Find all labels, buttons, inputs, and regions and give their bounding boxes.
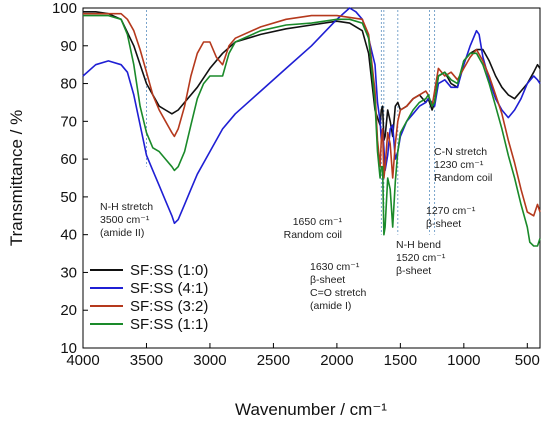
series-layer	[82, 7, 541, 247]
x-tick-label: 3500	[130, 352, 163, 369]
y-tick-label: 60	[60, 151, 77, 168]
y-tick-label: 50	[60, 189, 77, 206]
x-tick-label: 4000	[66, 352, 99, 369]
annotation-line: β-sheet	[310, 274, 345, 286]
y-tick-label: 70	[60, 113, 77, 130]
annotation-line: Random coil	[434, 172, 492, 184]
series-line-1	[83, 11, 541, 141]
y-tick-label: 30	[60, 264, 77, 281]
y-tick-label: 100	[52, 0, 77, 17]
y-tick-label: 20	[60, 302, 77, 319]
annotation-line: 3500 cm⁻¹	[100, 214, 150, 226]
x-tick-label: 500	[515, 352, 540, 369]
x-tick-label: 3000	[193, 352, 226, 369]
band-annotation: N-H bend 1520 cm⁻¹ β-sheet	[396, 239, 446, 277]
band-annotation: C-N stretch 1230 cm⁻¹ Random coil	[434, 146, 492, 184]
y-axis-title: Transmittance / %	[7, 110, 26, 246]
annotation-line: (amide II)	[100, 227, 144, 239]
x-tick-label: 1000	[447, 352, 480, 369]
annotation-line: C-N stretch	[434, 146, 487, 158]
annotation-line: 1270 cm⁻¹	[426, 205, 476, 217]
legend: SF:SS (1:0)SF:SS (4:1)SF:SS (3:2)SF:SS (…	[90, 262, 208, 333]
band-annotation: N-H stretch 3500 cm⁻¹ (amide II)	[100, 201, 153, 239]
x-axis-title: Wavenumber / cm⁻¹	[235, 400, 387, 419]
annotation-line: (amide I)	[310, 300, 351, 312]
band-annotation: 1650 cm⁻¹ Random coil	[284, 216, 343, 241]
annotations: N-H stretch 3500 cm⁻¹ (amide II)1650 cm⁻¹ R…	[100, 146, 492, 312]
legend-label: SF:SS (3:2)	[130, 298, 208, 315]
x-tick-label: 1500	[384, 352, 417, 369]
y-tick-label: 90	[60, 38, 77, 55]
annotation-line: 1520 cm⁻¹	[396, 252, 446, 264]
series-line-3	[83, 12, 541, 217]
series-line-4	[83, 14, 541, 247]
annotation-line: 1630 cm⁻¹	[310, 261, 360, 273]
annotation-line: N-H stretch	[100, 201, 153, 213]
annotation-line: Random coil	[284, 229, 342, 241]
series-line-2	[82, 7, 541, 225]
band-annotation: 1270 cm⁻¹ β-sheet	[426, 205, 476, 230]
x-tick-label: 2000	[320, 352, 353, 369]
y-tick-label: 40	[60, 227, 77, 244]
annotation-line: β-sheet	[396, 265, 431, 277]
annotation-line: N-H bend	[396, 239, 441, 251]
legend-label: SF:SS (1:1)	[130, 316, 208, 333]
legend-label: SF:SS (4:1)	[130, 280, 208, 297]
y-tick-label: 80	[60, 76, 77, 93]
y-tick-label: 10	[60, 340, 77, 357]
annotation-line: C=O stretch	[310, 287, 366, 299]
plot-frame	[82, 7, 541, 349]
legend-label: SF:SS (1:0)	[130, 262, 208, 279]
axis-ticks: 4000 3500 3000 2500 2000 1500 1000 500 10 20 30 40 5…	[52, 0, 540, 369]
annotation-line: 1650 cm⁻¹	[293, 216, 343, 228]
annotation-line: β-sheet	[426, 218, 461, 230]
x-tick-label: 2500	[257, 352, 290, 369]
annotation-line: 1230 cm⁻¹	[434, 159, 484, 171]
band-annotation: 1630 cm⁻¹ β-sheet C=O stretch (amide I)	[310, 261, 366, 312]
